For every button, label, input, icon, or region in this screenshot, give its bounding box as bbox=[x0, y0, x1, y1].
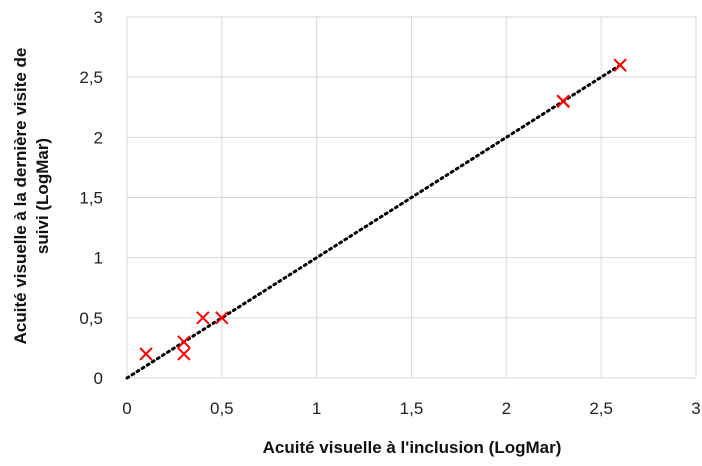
x-tick-label: 0,5 bbox=[210, 399, 234, 418]
x-tick-label: 2 bbox=[502, 399, 511, 418]
y-axis-title: Acuité visuelle à la dernière visite de … bbox=[11, 48, 52, 345]
data-point-marker bbox=[613, 58, 627, 72]
data-point-marker bbox=[215, 311, 229, 325]
y-tick-label: 3 bbox=[94, 8, 103, 27]
y-tick-label: 0,5 bbox=[79, 309, 103, 328]
data-point-marker bbox=[196, 311, 210, 325]
x-tick-label: 2,5 bbox=[589, 399, 613, 418]
tick-labels: 0 0,5 1 1,5 2 2,5 3 0 0,5 1 1,5 2 2,5 3 bbox=[79, 8, 700, 418]
x-tick-label: 1,5 bbox=[400, 399, 424, 418]
data-point-marker bbox=[177, 347, 191, 361]
x-tick-label: 1 bbox=[312, 399, 321, 418]
x-axis-title: Acuité visuelle à l'inclusion (LogMar) bbox=[263, 438, 562, 457]
data-point-marker bbox=[177, 335, 191, 349]
x-tick-label: 0 bbox=[122, 399, 131, 418]
y-tick-label: 2 bbox=[94, 128, 103, 147]
trendline bbox=[125, 63, 622, 380]
grid bbox=[126, 16, 697, 379]
y-tick-label: 1 bbox=[94, 249, 103, 268]
data-point-marker bbox=[556, 94, 570, 108]
data-point-marker bbox=[139, 347, 153, 361]
y-tick-label: 0 bbox=[94, 369, 103, 388]
x-tick-label: 3 bbox=[691, 399, 700, 418]
y-tick-label: 1,5 bbox=[79, 189, 103, 208]
trendline-layer bbox=[125, 63, 622, 380]
y-tick-label: 2,5 bbox=[79, 68, 103, 87]
y-axis-title-line-1: Acuité visuelle à la dernière visite de bbox=[11, 48, 30, 345]
points-layer bbox=[139, 58, 627, 361]
y-axis-title-line-2: suivi (LogMar) bbox=[33, 138, 52, 254]
